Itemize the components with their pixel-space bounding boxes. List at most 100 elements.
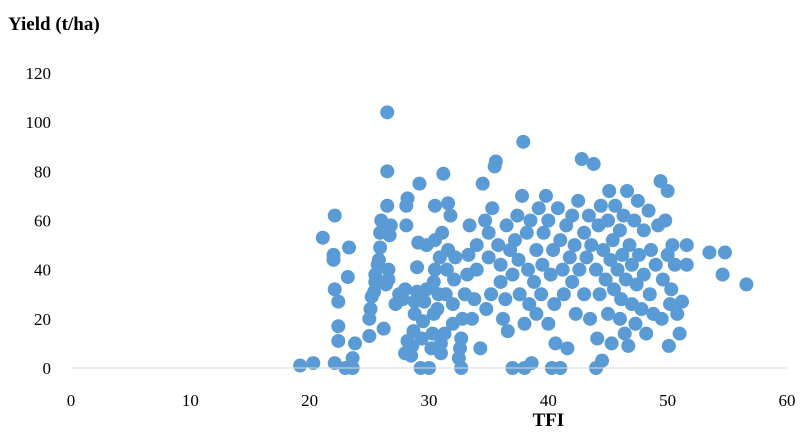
- data-point: [617, 326, 632, 341]
- data-point: [315, 230, 330, 245]
- data-point: [616, 208, 631, 223]
- data-point: [596, 243, 611, 257]
- data-point: [665, 238, 680, 253]
- data-point: [628, 316, 643, 331]
- data-point: [488, 154, 503, 169]
- data-point: [416, 314, 431, 329]
- data-point: [568, 306, 583, 321]
- data-point: [380, 198, 395, 213]
- data-point: [565, 274, 580, 289]
- data-point: [612, 223, 627, 238]
- data-point: [555, 262, 570, 277]
- data-point: [495, 311, 510, 326]
- data-point: [653, 174, 668, 189]
- data-point: [739, 277, 754, 292]
- x-axis-title: TFI: [532, 410, 564, 431]
- data-point: [427, 262, 442, 277]
- data-point: [410, 260, 425, 275]
- data-point: [437, 326, 452, 341]
- data-point: [445, 297, 460, 312]
- data-point: [515, 188, 530, 203]
- data-point: [376, 321, 391, 336]
- data-point: [505, 267, 520, 282]
- data-point: [614, 292, 629, 307]
- data-point: [541, 316, 556, 331]
- data-point: [481, 225, 496, 240]
- data-point: [521, 262, 536, 277]
- data-point: [340, 270, 355, 285]
- data-point: [531, 201, 546, 216]
- data-point: [583, 311, 598, 326]
- data-point: [499, 218, 514, 233]
- data-point: [622, 238, 637, 253]
- data-point: [380, 105, 395, 120]
- data-point: [522, 297, 537, 312]
- data-point: [654, 311, 669, 326]
- data-point: [595, 353, 610, 368]
- data-point: [383, 218, 398, 233]
- data-point: [598, 272, 613, 287]
- data-point: [679, 257, 694, 272]
- data-point: [546, 243, 561, 257]
- data-point: [439, 262, 454, 277]
- data-point: [534, 287, 549, 302]
- x-tick-label: 40: [540, 391, 557, 410]
- data-point: [663, 297, 678, 312]
- data-point: [493, 257, 508, 272]
- data-point: [543, 267, 558, 282]
- data-point: [500, 324, 515, 339]
- data-point: [581, 208, 596, 223]
- data-point: [590, 331, 605, 346]
- data-point: [618, 272, 633, 287]
- data-point: [620, 184, 635, 198]
- data-point: [579, 250, 594, 265]
- data-point: [636, 223, 651, 238]
- data-point: [627, 213, 642, 228]
- data-point: [610, 262, 625, 277]
- data-point: [519, 225, 534, 240]
- data-point: [529, 306, 544, 321]
- data-point: [373, 240, 388, 255]
- data-point: [643, 243, 658, 257]
- data-point: [348, 336, 363, 351]
- data-point: [381, 272, 396, 287]
- data-point: [473, 341, 488, 356]
- data-point: [550, 201, 565, 216]
- data-point: [603, 252, 618, 267]
- data-point: [398, 282, 413, 297]
- y-tick-label: 80: [34, 162, 51, 181]
- data-point: [586, 156, 601, 171]
- data-point: [435, 225, 450, 240]
- data-point: [430, 302, 445, 316]
- data-point: [636, 267, 651, 282]
- data-point: [553, 233, 568, 248]
- data-point: [493, 274, 508, 289]
- data-point: [606, 282, 621, 297]
- data-point: [648, 257, 663, 272]
- data-point: [464, 311, 479, 326]
- data-point: [517, 316, 532, 331]
- data-point: [567, 238, 582, 253]
- data-point: [658, 213, 673, 228]
- data-point: [548, 336, 563, 351]
- data-point: [426, 274, 441, 289]
- data-point: [577, 225, 592, 240]
- data-point: [560, 341, 575, 356]
- data-point: [507, 233, 522, 248]
- data-point: [306, 356, 321, 371]
- data-point: [605, 233, 620, 248]
- x-tick-label: 50: [659, 391, 676, 410]
- data-point: [438, 287, 453, 302]
- data-point: [523, 213, 538, 228]
- data-points: [293, 105, 754, 375]
- data-point: [589, 262, 604, 277]
- data-point: [327, 208, 342, 223]
- data-point: [362, 329, 377, 344]
- data-point: [602, 184, 617, 198]
- data-point: [702, 245, 717, 260]
- data-point: [427, 198, 442, 213]
- data-point: [511, 252, 526, 267]
- data-point: [380, 164, 395, 179]
- data-point: [412, 176, 427, 191]
- data-point: [660, 184, 675, 198]
